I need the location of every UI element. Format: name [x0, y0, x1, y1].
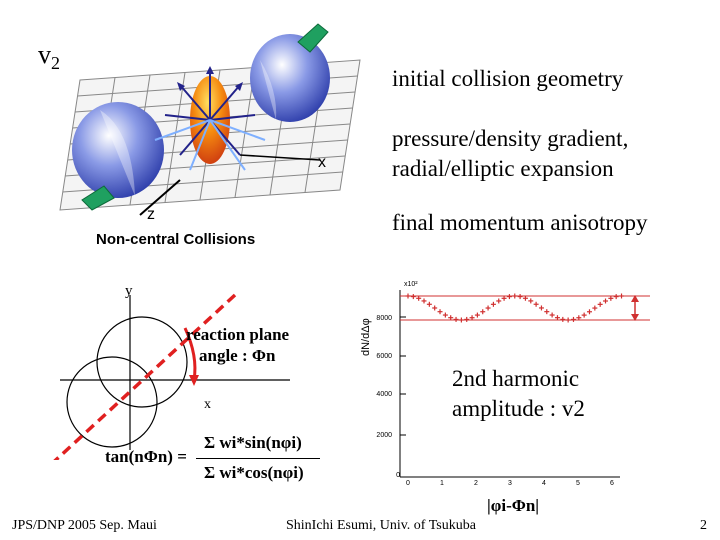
x-axis-line	[239, 154, 321, 161]
x-tick-2: 2	[474, 480, 478, 487]
collision-geometry-diagram	[59, 23, 361, 216]
nucleus-left	[72, 102, 164, 198]
x-tick-3: 3	[508, 480, 512, 487]
formula-fraction-bar	[196, 458, 320, 459]
nucleus-circle-upper	[96, 316, 188, 408]
reaction-plane-label-line2: angle : Φn	[199, 346, 276, 365]
formula-denominator: Σ wi*cos(nφi)	[204, 463, 304, 482]
text-initial-geometry: initial collision geometry	[392, 66, 624, 91]
formula-lhs: tan(nΦn) =	[105, 447, 187, 466]
text-final-anisotropy: final momentum anisotropy	[392, 210, 648, 235]
axis-label-y: y	[125, 283, 133, 299]
y-tick-6000: 6000	[376, 353, 392, 360]
formula-numerator: Σ wi*sin(nφi)	[204, 433, 302, 452]
slide-title: v2	[38, 40, 60, 74]
x-tick-6: 6	[610, 480, 614, 487]
y-tick-4000: 4000	[376, 391, 392, 398]
scale-label: x10²	[404, 281, 418, 288]
axis-label-x-top: x	[318, 154, 326, 171]
text-pressure-gradient: pressure/density gradient, radial/ellipt…	[392, 124, 628, 184]
footer-page-number: 2	[700, 518, 707, 533]
footer-author: ShinIchi Esumi, Univ. of Tsukuba	[286, 518, 476, 533]
harmonic-label-line2: amplitude : v2	[452, 396, 585, 421]
axis-label-x-bottom: x	[204, 397, 211, 412]
x-tick-1: 1	[440, 480, 444, 487]
plot-x-label: |φi-Φn|	[487, 496, 540, 515]
x-tick-4: 4	[542, 480, 546, 487]
reaction-plane-diagram	[53, 293, 290, 460]
text-pressure-line1: pressure/density gradient,	[392, 126, 629, 151]
y-tick-2000: 2000	[376, 432, 392, 439]
caption-noncentral-collisions: Non-central Collisions	[96, 231, 256, 248]
axis-label-z: z	[147, 206, 155, 223]
momentum-arrow-icon	[81, 23, 329, 211]
y-tick-8000: 8000	[376, 315, 392, 322]
text-pressure-line2: radial/elliptic expansion	[392, 156, 614, 181]
reaction-plane-label-line1: reaction plane	[186, 325, 290, 344]
nucleus-right	[250, 34, 330, 122]
reaction-plane-dashed-line-icon	[53, 293, 237, 460]
x-tick-5: 5	[576, 480, 580, 487]
x-tick-0: 0	[406, 480, 410, 487]
z-axis-line	[139, 179, 181, 216]
footer-conference: JPS/DNP 2005 Sep. Maui	[12, 518, 157, 533]
y-tick-0: 0	[396, 472, 400, 479]
dn-dphi-plot: 8000 6000 4000 2000 0 x10² 0 1 2 3 4 5 6	[376, 281, 650, 487]
plot-y-label: dN/dΔφ	[360, 318, 372, 356]
nucleus-circle-lower	[66, 356, 158, 448]
data-points	[405, 293, 625, 323]
harmonic-label-line1: 2nd harmonic	[452, 366, 580, 391]
